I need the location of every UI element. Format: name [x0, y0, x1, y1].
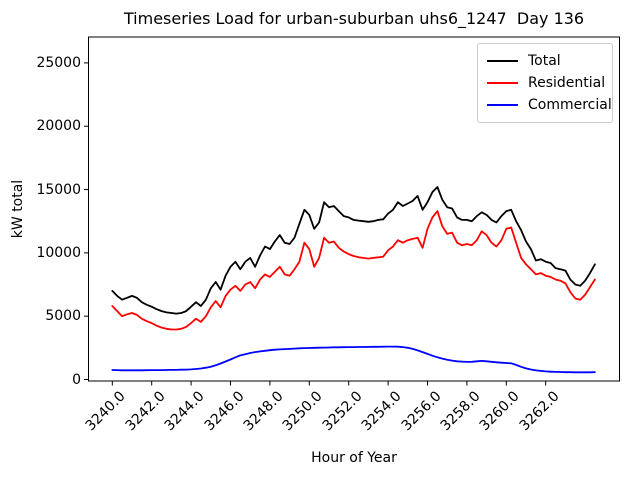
legend-label-commercial: Commercial	[528, 97, 612, 113]
axes-frame	[88, 36, 620, 382]
y-tick-label: 10000	[36, 244, 81, 261]
series-line-total	[111, 186, 596, 315]
series-line-commercial	[111, 345, 596, 374]
legend-line-commercial	[487, 104, 518, 106]
y-tick-label: 15000	[36, 181, 81, 198]
series-line-residential	[111, 210, 596, 331]
legend-item-residential: Residential	[487, 72, 612, 94]
legend-box: Total Residential Commercial	[477, 43, 613, 123]
legend-item-commercial: Commercial	[487, 94, 612, 116]
chart-title: Timeseries Load for urban-suburban uhs6_…	[123, 9, 585, 28]
y-tick-label: 20000	[36, 118, 81, 135]
legend-item-total: Total	[487, 50, 612, 72]
y-tick-label: 5000	[45, 308, 81, 325]
legend-label-residential: Residential	[528, 75, 606, 91]
x-axis-label: Hour of Year	[311, 450, 397, 466]
legend-line-residential	[487, 82, 518, 84]
legend-line-total	[487, 60, 518, 62]
y-tick-label: 0	[72, 371, 81, 388]
legend-label-total: Total	[528, 53, 561, 69]
y-tick-label: 25000	[36, 54, 81, 71]
